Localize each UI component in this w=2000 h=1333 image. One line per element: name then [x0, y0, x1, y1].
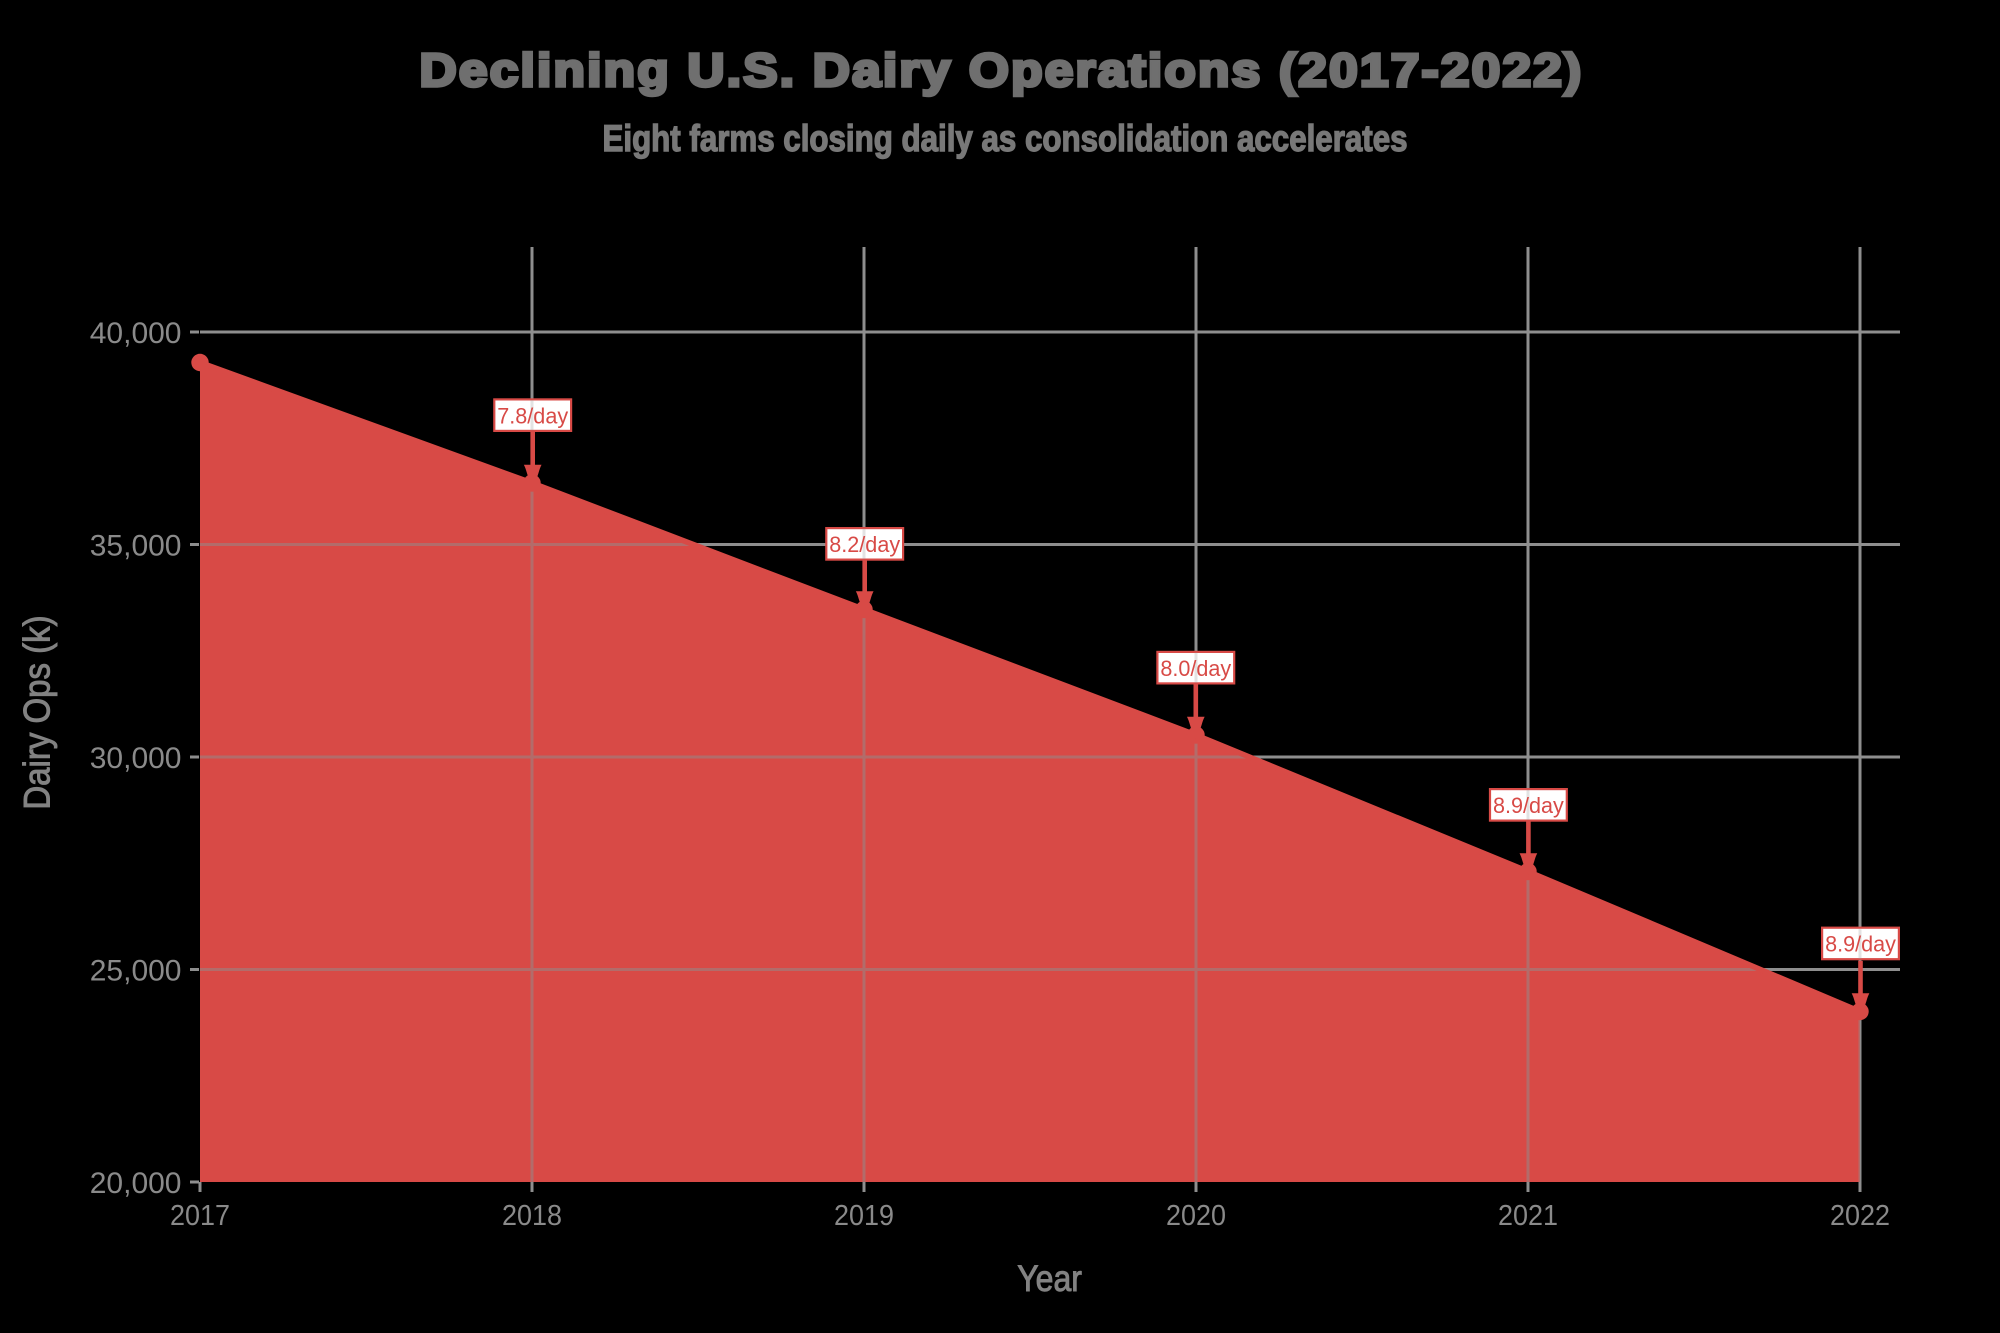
svg-text:2019: 2019 — [834, 1199, 894, 1231]
svg-text:8.2/day: 8.2/day — [829, 532, 900, 558]
svg-text:2022: 2022 — [1830, 1199, 1890, 1231]
svg-text:25,000: 25,000 — [90, 955, 182, 988]
svg-text:8.9/day: 8.9/day — [1493, 793, 1564, 819]
svg-text:2018: 2018 — [502, 1199, 562, 1231]
svg-text:2021: 2021 — [1498, 1199, 1558, 1231]
svg-text:7.8/day: 7.8/day — [497, 403, 568, 429]
svg-text:Year: Year — [1017, 1257, 1082, 1299]
svg-text:Eight farms closing daily as c: Eight farms closing daily as consolidati… — [603, 119, 1408, 160]
svg-text:20,000: 20,000 — [90, 1167, 182, 1200]
svg-text:Dairy Ops (k): Dairy Ops (k) — [17, 615, 58, 809]
svg-text:30,000: 30,000 — [90, 742, 182, 775]
svg-text:2020: 2020 — [1166, 1199, 1226, 1231]
svg-text:8.9/day: 8.9/day — [1825, 931, 1896, 957]
svg-text:2017: 2017 — [170, 1199, 230, 1231]
svg-text:40,000: 40,000 — [90, 317, 182, 350]
svg-text:Declining U.S. Dairy Operation: Declining U.S. Dairy Operations (2017-20… — [420, 44, 1584, 96]
svg-text:8.0/day: 8.0/day — [1160, 655, 1231, 681]
svg-text:35,000: 35,000 — [90, 530, 182, 563]
